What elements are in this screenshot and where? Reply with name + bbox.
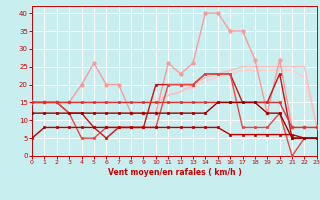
X-axis label: Vent moyen/en rafales ( km/h ): Vent moyen/en rafales ( km/h ) [108,168,241,177]
